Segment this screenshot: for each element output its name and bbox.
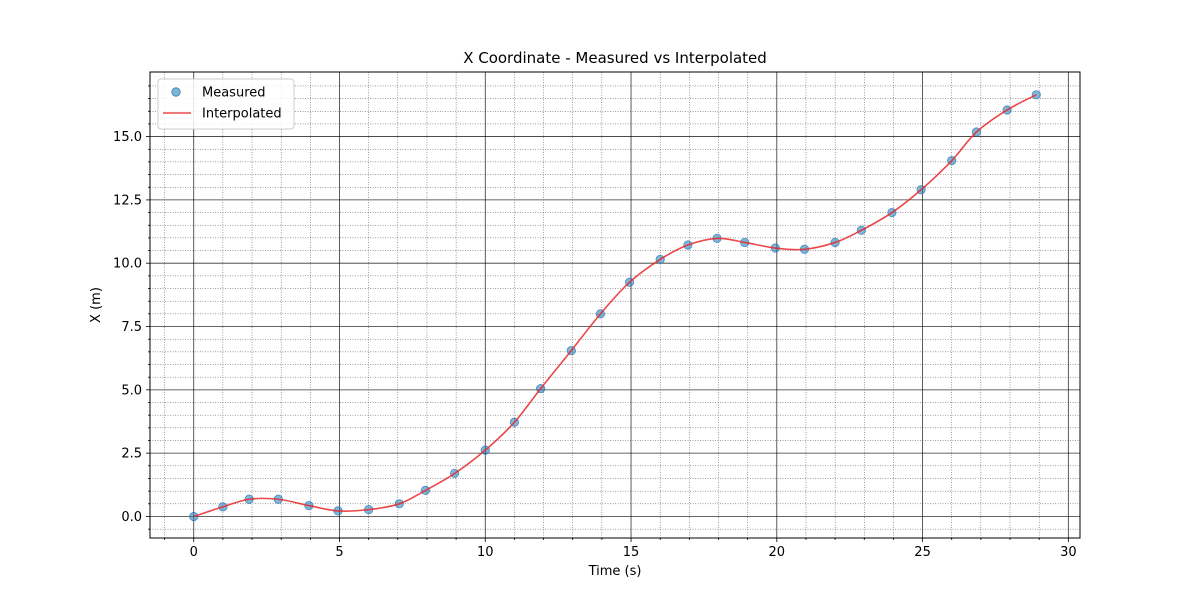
- x-tick-label: 10: [477, 545, 494, 560]
- y-axis-label: X (m): [89, 287, 104, 323]
- x-tick-label: 30: [1060, 545, 1077, 560]
- major-grid: [150, 72, 1080, 538]
- y-tick-label: 10.0: [113, 257, 142, 272]
- x-axis-label: Time (s): [588, 564, 642, 579]
- y-tick-label: 7.5: [121, 320, 142, 335]
- x-tick-label: 20: [769, 545, 786, 560]
- series-layer: [189, 90, 1041, 522]
- axis-ticks: 0 5 10 15 20 25 30 0.0 2.5 5.0 7.5 10.0 12.5 15.0: [113, 85, 1077, 560]
- x-tick-label: 15: [623, 545, 640, 560]
- y-tick-label: 5.0: [121, 383, 142, 398]
- y-tick-label: 12.5: [113, 193, 142, 208]
- y-tick-label: 2.5: [121, 447, 142, 462]
- minor-grid: [150, 72, 1080, 538]
- x-tick-label: 5: [335, 545, 343, 560]
- plot-frame: [149, 71, 1081, 539]
- legend-label-interpolated: Interpolated: [202, 107, 282, 122]
- interpolated-line: [193, 94, 1037, 518]
- y-tick-label: 15.0: [113, 130, 142, 145]
- x-tick-label: 0: [190, 545, 198, 560]
- measured-point: [189, 511, 199, 522]
- x-tick-label: 25: [914, 545, 931, 560]
- y-tick-label: 0.0: [121, 510, 142, 525]
- legend-marker-measured: [171, 87, 181, 97]
- chart-title: X Coordinate - Measured vs Interpolated: [463, 49, 767, 67]
- legend-label-measured: Measured: [202, 86, 266, 101]
- legend-box: [157, 78, 295, 130]
- legend: Measured Interpolated: [157, 78, 295, 130]
